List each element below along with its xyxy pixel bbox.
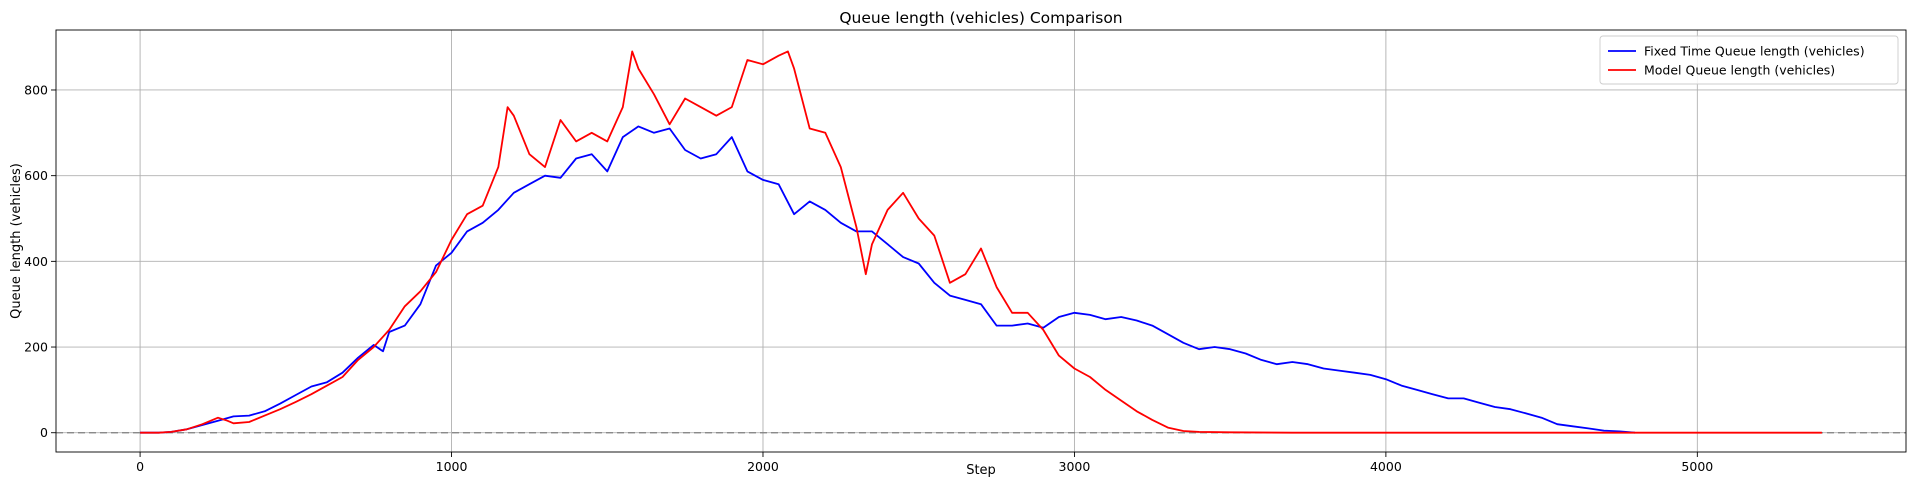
x-tick-label: 5000 xyxy=(1681,459,1713,474)
x-tick-label: 4000 xyxy=(1370,459,1402,474)
y-axis-label: Queue length (vehicles) xyxy=(9,163,24,319)
series-line-model xyxy=(140,50,1822,434)
y-tick-label: 200 xyxy=(24,340,48,355)
series-lines xyxy=(140,50,1822,434)
x-tick-label: 2000 xyxy=(747,459,779,474)
axis-ticks: 0 1000 2000 3000 4000 5000 0 200 400 600 800 xyxy=(24,82,1713,474)
legend-label-model: Model Queue length (vehicles) xyxy=(1644,63,1835,78)
legend-label-fixed-time: Fixed Time Queue length (vehicles) xyxy=(1644,44,1865,59)
x-tick-label: 0 xyxy=(136,459,144,474)
y-tick-label: 0 xyxy=(40,425,48,440)
y-tick-label: 600 xyxy=(24,168,48,183)
legend-box xyxy=(1599,35,1899,85)
chart-title: Queue length (vehicles) Comparison xyxy=(839,9,1122,27)
x-axis-label: Step xyxy=(966,463,996,478)
plot-frame xyxy=(55,29,1907,453)
y-tick-label: 800 xyxy=(24,82,48,97)
x-tick-label: 3000 xyxy=(1059,459,1091,474)
y-tick-label: 400 xyxy=(24,254,48,269)
series-line-fixed-time xyxy=(140,125,1636,434)
x-tick-label: 1000 xyxy=(436,459,468,474)
legend: Fixed Time Queue length (vehicles) Model… xyxy=(1599,35,1899,85)
